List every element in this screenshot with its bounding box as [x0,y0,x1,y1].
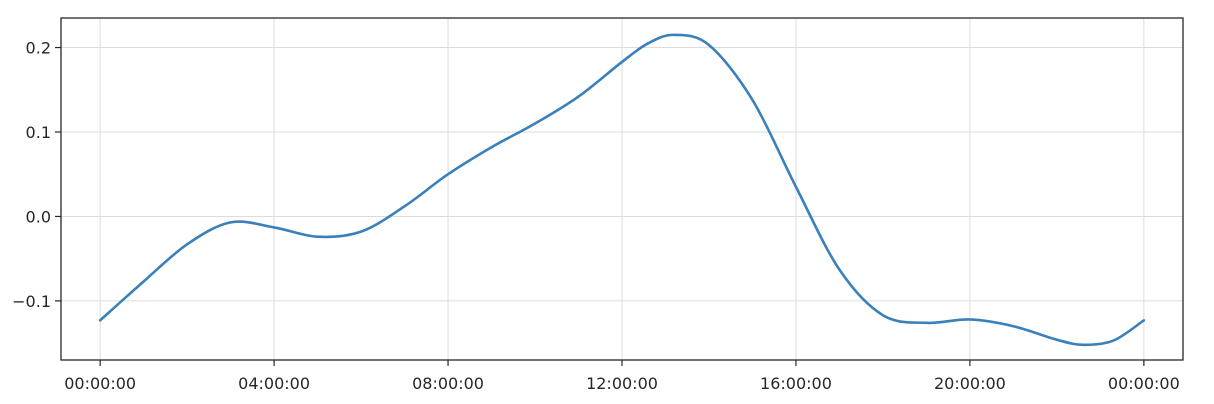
x-tick-label: 00:00:00 [1108,374,1180,393]
y-tick-label: 0.0 [26,207,51,226]
x-tick-label: 00:00:00 [64,374,136,393]
series-layer [98,33,1146,347]
series-line [98,33,1146,347]
grid-lines [61,18,1183,360]
x-tick-label: 08:00:00 [412,374,484,393]
axis-ticks: 00:00:00 04:00:00 08:00:00 12:00:00 16:00:00… [12,39,1180,393]
y-tick-label: −0.1 [12,292,51,311]
y-tick-label: 0.1 [26,123,51,142]
y-tick-label: 0.2 [26,39,51,58]
x-tick-label: 12:00:00 [586,374,658,393]
x-tick-label: 16:00:00 [760,374,832,393]
x-tick-label: 20:00:00 [934,374,1006,393]
x-tick-label: 04:00:00 [238,374,310,393]
